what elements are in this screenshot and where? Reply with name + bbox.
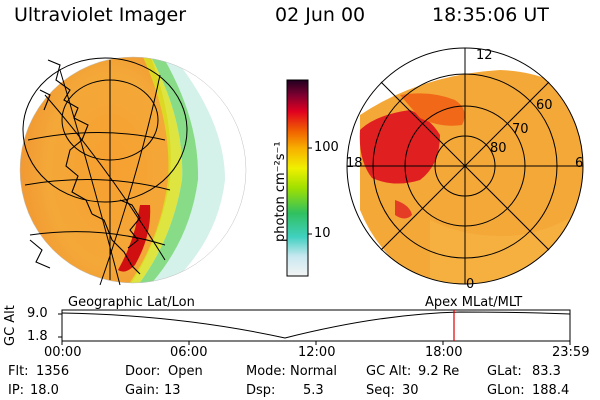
right-panel-caption: Apex MLat/MLT — [425, 295, 523, 310]
dsp-label: Dsp: — [246, 383, 276, 398]
x-tick-label: 23:59 — [552, 345, 590, 360]
altitude-plot — [58, 309, 571, 345]
colorbar-tick-10: 10 — [314, 226, 331, 241]
mlt-12-label: 12 — [476, 48, 493, 63]
glat-value: 83.3 — [532, 364, 561, 379]
flt-value: 1356 — [36, 364, 70, 379]
x-tick-label: 00:00 — [44, 345, 82, 360]
gain-label: Gain: — [125, 383, 160, 398]
flt-label: Flt: — [8, 364, 29, 379]
mlt-6-label: 6 — [575, 156, 584, 171]
dsp-value: 5.3 — [303, 383, 324, 398]
gcalt-label: GC Alt: — [366, 364, 412, 379]
x-tick-label: 06:00 — [170, 345, 208, 360]
gcalt-value: 9.2 Re — [418, 364, 460, 379]
seq-value: 30 — [402, 383, 419, 398]
altitude-y-bottom: 1.8 — [27, 329, 48, 344]
left-panel-caption: Geographic Lat/Lon — [68, 295, 195, 310]
mlt-0-label: 0 — [466, 277, 475, 292]
header-time: 18:35:06 UT — [432, 4, 549, 26]
x-tick-label: 12:00 — [298, 345, 336, 360]
colorbar-tick-100: 100 — [314, 140, 339, 155]
x-tick-label: 18:00 — [425, 345, 463, 360]
gain-value: 13 — [164, 383, 181, 398]
colorbar-unit-label: photon cm⁻²s⁻¹ — [273, 141, 288, 242]
altitude-y-top: 9.0 — [27, 306, 48, 321]
app-title: Ultraviolet Imager — [14, 4, 187, 26]
glon-label: GLon: — [487, 383, 525, 398]
mode-value: Normal — [290, 364, 338, 379]
color-bar — [286, 79, 312, 277]
lat-70-label: 70 — [512, 122, 529, 137]
altitude-ylabel: GC Alt — [3, 305, 18, 346]
mode-label: Mode: — [246, 364, 286, 379]
door-value: Open — [168, 364, 203, 379]
glat-label: GLat: — [487, 364, 522, 379]
seq-label: Seq: — [366, 383, 395, 398]
glon-value: 188.4 — [532, 383, 570, 398]
header-date: 02 Jun 00 — [275, 4, 366, 26]
door-label: Door: — [125, 364, 161, 379]
lat-80-label: 80 — [490, 141, 507, 156]
right-polar-image — [346, 47, 584, 285]
lat-60-label: 60 — [536, 98, 553, 113]
ip-value: 18.0 — [30, 383, 59, 398]
left-earth-image — [19, 56, 247, 286]
mlt-18-label: 18 — [346, 156, 363, 171]
ip-label: IP: — [8, 383, 25, 398]
